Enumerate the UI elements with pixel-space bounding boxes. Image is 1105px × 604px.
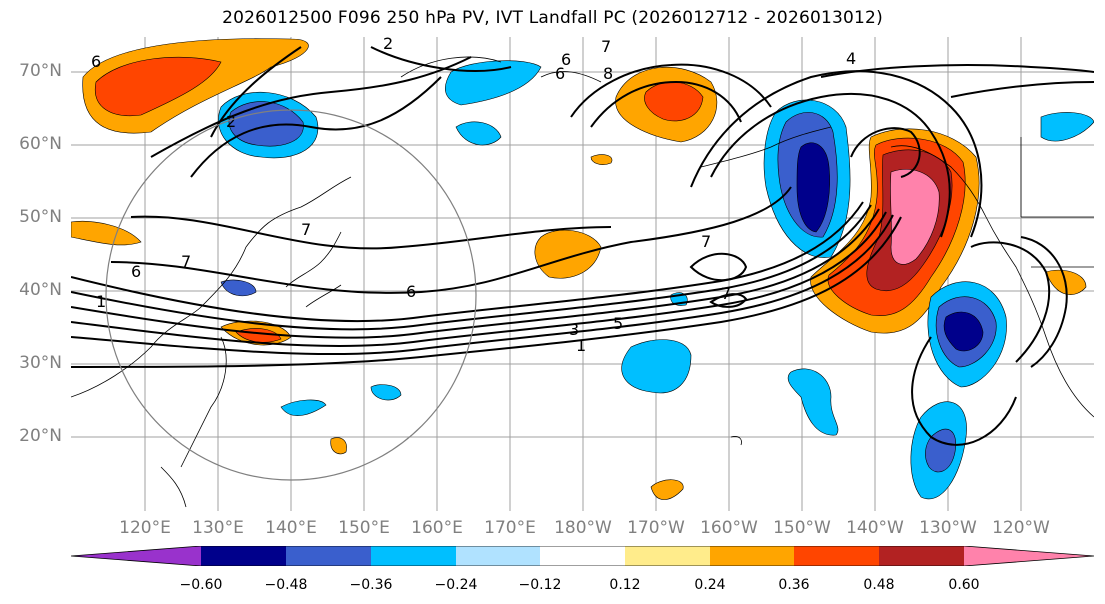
- lon-label: 120°W: [992, 518, 1050, 538]
- contour-label: 2: [226, 112, 236, 131]
- contour-label: 7: [301, 220, 311, 239]
- colorbar-tick-label: 0.36: [778, 577, 810, 593]
- contour-label: 4: [846, 49, 856, 68]
- contour-label-group: 2 7 6 8 7 4 6 7 6 5 3 1 1 6 7 7 6 2: [91, 34, 856, 355]
- contour-label: 7: [701, 232, 711, 251]
- lon-label: 180°W: [554, 518, 612, 538]
- colorbar-tick-label: −0.60: [179, 577, 223, 593]
- lon-label: 140°W: [846, 518, 904, 538]
- lon-label: 170°E: [484, 518, 536, 538]
- colorbar-extend-high: [964, 546, 1094, 566]
- lat-label-40n: 40°N: [19, 280, 62, 300]
- colorbar-tick-label: −0.48: [264, 577, 308, 593]
- contour-label: 1: [96, 292, 106, 311]
- colorbar-segment: [201, 546, 286, 566]
- contour-label: 6: [406, 282, 416, 301]
- colorbar: [71, 546, 1094, 566]
- lon-label: 160°W: [700, 518, 758, 538]
- lon-label: 130°E: [192, 518, 244, 538]
- lon-label: 120°E: [119, 518, 171, 538]
- colorbar-tick-label: 0.12: [609, 577, 641, 593]
- contour-label: 7: [601, 37, 611, 56]
- coastlines: [70, 56, 1095, 508]
- colorbar-tick-label: 0.60: [948, 577, 980, 593]
- lon-label: 150°E: [338, 518, 390, 538]
- map-title: 2026012500 F096 250 hPa PV, IVT Landfall…: [222, 8, 883, 28]
- lon-label: 150°W: [773, 518, 831, 538]
- colorbar-segment: [456, 546, 540, 566]
- contour-label: 8: [603, 64, 613, 83]
- lon-label: 160°E: [411, 518, 463, 538]
- lat-label-60n: 60°N: [19, 134, 62, 154]
- contour-label: 6: [561, 50, 571, 69]
- contour-label: 6: [91, 52, 101, 71]
- map-canvas: 2 7 6 8 7 4 6 7 6 5 3 1 1 6 7 7 6 2: [70, 34, 1095, 511]
- contour-label: 6: [131, 262, 141, 281]
- colorbar-segment: [794, 546, 879, 566]
- lat-label-50n: 50°N: [19, 207, 62, 227]
- lat-label-70n: 70°N: [19, 61, 62, 81]
- colorbar-tick-label: −0.36: [349, 577, 393, 593]
- pv-filled-anomalies: [70, 38, 1095, 500]
- colorbar-segment: [286, 546, 371, 566]
- colorbar-segment: [710, 546, 794, 566]
- colorbar-tick-label: −0.24: [434, 577, 478, 593]
- contour-label: 7: [721, 284, 731, 303]
- map-panel[interactable]: 2 7 6 8 7 4 6 7 6 5 3 1 1 6 7 7 6 2: [70, 34, 1095, 511]
- colorbar-segment: [625, 546, 710, 566]
- contour-label: 6: [555, 64, 565, 83]
- lat-label-30n: 30°N: [19, 353, 62, 373]
- contour-label: 3: [569, 320, 579, 339]
- contour-label: 1: [576, 336, 586, 355]
- distance-circle: [105, 109, 477, 481]
- lon-label: 140°E: [265, 518, 317, 538]
- contour-label: 7: [181, 252, 191, 271]
- colorbar-segment: [540, 546, 625, 566]
- pv-contours: [70, 46, 1095, 446]
- contour-label: 5: [613, 314, 623, 333]
- contour-label: 2: [383, 37, 393, 53]
- colorbar-tick-label: −0.12: [518, 577, 562, 593]
- colorbar-segment: [371, 546, 456, 566]
- colorbar-segment: [879, 546, 964, 566]
- colorbar-extend-low: [71, 546, 201, 566]
- lon-label: 130°W: [919, 518, 977, 538]
- lon-label: 170°W: [627, 518, 685, 538]
- colorbar-tick-label: 0.48: [863, 577, 895, 593]
- lat-label-20n: 20°N: [19, 426, 62, 446]
- colorbar-tick-label: 0.24: [694, 577, 726, 593]
